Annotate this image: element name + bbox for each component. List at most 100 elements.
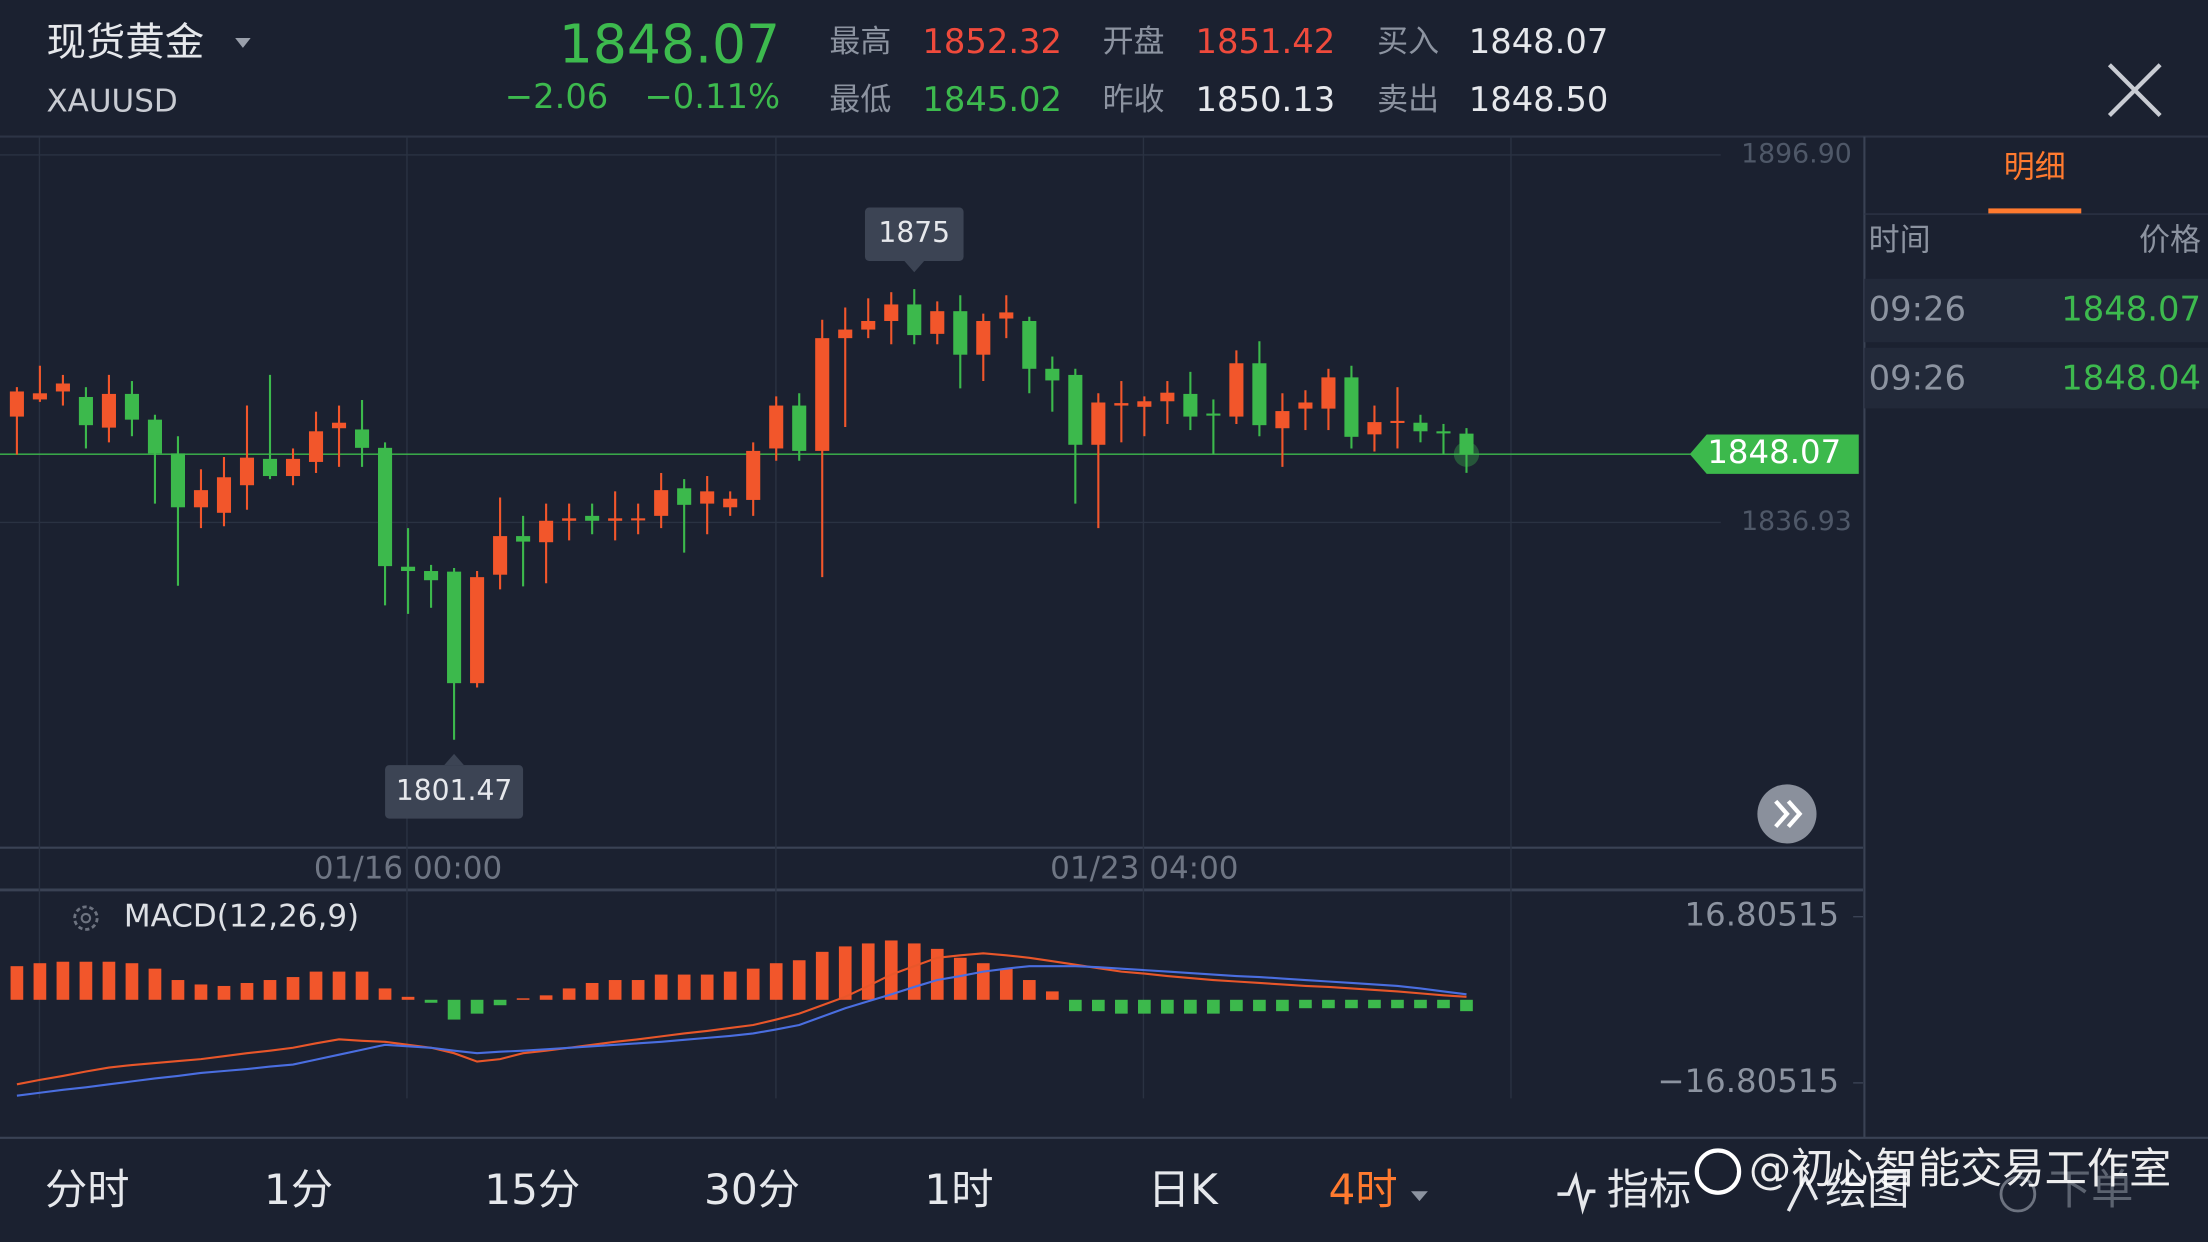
candle-body bbox=[239, 457, 255, 486]
histogram-bar bbox=[378, 988, 392, 1000]
candle-body bbox=[170, 453, 186, 508]
live-glow bbox=[1453, 441, 1480, 467]
histogram-bar bbox=[424, 999, 438, 1003]
candle-body bbox=[124, 393, 139, 420]
close-button[interactable] bbox=[2107, 63, 2162, 117]
candle-body bbox=[1137, 401, 1152, 407]
candle-body bbox=[861, 320, 876, 330]
period-tab[interactable]: 4时 bbox=[1329, 1165, 1398, 1214]
histogram-bar bbox=[1437, 999, 1450, 1009]
period-tab[interactable]: 1时 bbox=[924, 1165, 993, 1214]
histogram-bar bbox=[539, 995, 553, 1000]
candle-body bbox=[608, 518, 623, 521]
candle-body bbox=[930, 311, 945, 334]
histogram-bar bbox=[976, 963, 990, 1000]
quote-label: 最高 bbox=[829, 24, 891, 60]
histogram-bar bbox=[654, 974, 668, 1000]
tool-button[interactable]: 下单 bbox=[2049, 1165, 2133, 1214]
histogram-bar bbox=[1045, 991, 1059, 1000]
candle-body bbox=[1321, 377, 1336, 409]
candle-body bbox=[493, 536, 508, 575]
column-header: 时间 bbox=[1869, 223, 1931, 259]
histogram-bar bbox=[33, 963, 47, 1000]
period-tab[interactable]: 30分 bbox=[704, 1165, 800, 1214]
histogram-bar bbox=[309, 971, 323, 1000]
candle-body bbox=[401, 566, 416, 572]
max-label: 1875 bbox=[878, 216, 950, 249]
histogram-bar bbox=[562, 988, 576, 1000]
histogram-bar bbox=[148, 968, 162, 1000]
candle-body bbox=[1068, 374, 1083, 445]
candle-body bbox=[55, 383, 70, 392]
row-time: 09:26 bbox=[1869, 290, 1966, 329]
dropdown-arrow[interactable] bbox=[235, 38, 251, 48]
candle-body bbox=[1160, 392, 1175, 402]
histogram-bar bbox=[746, 968, 760, 1000]
candle-body bbox=[516, 536, 531, 542]
period-tab[interactable]: 15分 bbox=[484, 1165, 580, 1214]
candle-body bbox=[1229, 363, 1244, 417]
candle-body bbox=[447, 571, 462, 684]
candle-body bbox=[654, 490, 669, 516]
candle-body bbox=[1390, 420, 1405, 423]
symbol: XAUUSD bbox=[46, 83, 177, 119]
histogram-bar bbox=[102, 961, 116, 1000]
histogram-bar bbox=[838, 946, 852, 1000]
histogram-bar bbox=[493, 999, 507, 1006]
histogram-bar bbox=[1460, 999, 1473, 1012]
histogram-bar bbox=[631, 980, 645, 1000]
period-tab[interactable]: 1分 bbox=[264, 1165, 333, 1214]
tab[interactable]: 明细 bbox=[2004, 149, 2066, 185]
change-pct: −0.11% bbox=[644, 77, 780, 116]
y-tick-label: 1836.93 bbox=[1741, 506, 1852, 537]
histogram-bar bbox=[585, 982, 599, 1000]
quote-label: 昨收 bbox=[1103, 82, 1165, 118]
candle-body bbox=[1298, 402, 1313, 409]
histogram-bar bbox=[470, 999, 484, 1014]
period-tab[interactable]: 日K bbox=[1148, 1165, 1219, 1214]
candle-body bbox=[539, 520, 554, 543]
candle-body bbox=[470, 577, 485, 684]
x-tick-label: 01/23 04:00 bbox=[1050, 851, 1238, 887]
candle-body bbox=[1183, 393, 1198, 417]
last-price-tag bbox=[1689, 434, 1859, 474]
histogram-bar bbox=[194, 984, 208, 1000]
tool-button[interactable]: 指标 bbox=[1607, 1165, 1691, 1214]
quote-label: 买入 bbox=[1377, 24, 1439, 60]
candle-body bbox=[308, 431, 324, 462]
histogram-bar bbox=[1184, 999, 1197, 1014]
min-label: 1801.47 bbox=[396, 774, 512, 807]
watermark-logo bbox=[1694, 1148, 1742, 1195]
candle-body bbox=[677, 488, 692, 505]
quote-label: 卖出 bbox=[1377, 82, 1439, 118]
candle-body bbox=[585, 515, 600, 521]
candle-body bbox=[1252, 363, 1267, 426]
period-tab[interactable]: 分时 bbox=[45, 1165, 129, 1214]
settings-icon[interactable] bbox=[73, 905, 99, 931]
histogram-bar bbox=[447, 999, 461, 1020]
candle-body bbox=[1091, 402, 1106, 445]
histogram-bar bbox=[516, 998, 530, 1000]
tool-button[interactable]: 绘图 bbox=[1825, 1165, 1909, 1214]
histogram-bar bbox=[1276, 999, 1289, 1012]
candle-body bbox=[1367, 422, 1382, 435]
candle-body bbox=[1022, 320, 1037, 369]
instrument-name[interactable]: 现货黄金 bbox=[46, 20, 204, 66]
quote-value: 1851.42 bbox=[1196, 22, 1336, 61]
max-tooltip-arrow bbox=[904, 260, 925, 273]
column-header: 价格 bbox=[2139, 223, 2201, 259]
histogram-bar bbox=[355, 971, 369, 1000]
histogram-bar bbox=[1022, 980, 1036, 1000]
histogram-bar bbox=[1230, 999, 1243, 1012]
histogram-bar bbox=[1345, 999, 1358, 1009]
period-dropdown[interactable] bbox=[1410, 1191, 1428, 1202]
histogram-bar bbox=[171, 980, 185, 1000]
histogram-bar bbox=[677, 974, 691, 1000]
histogram-bar bbox=[240, 982, 254, 1000]
candle-body bbox=[976, 320, 991, 355]
histogram-bar bbox=[286, 977, 300, 1000]
x-tick-label: 01/16 00:00 bbox=[314, 851, 502, 887]
candle-body bbox=[101, 393, 116, 428]
